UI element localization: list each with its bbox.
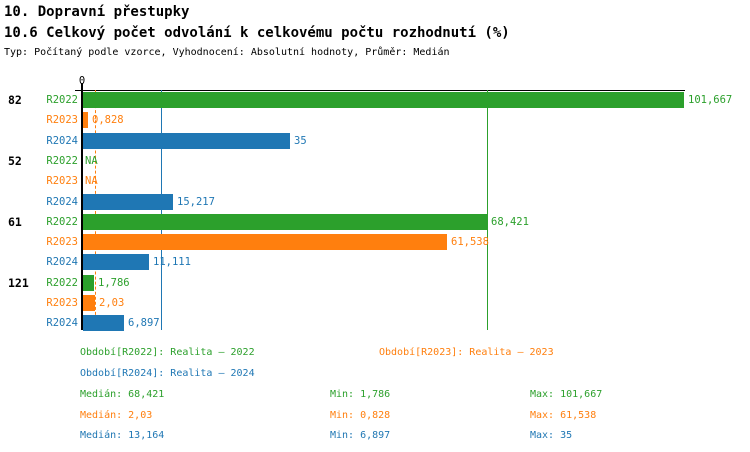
report-title: 10. Dopravní přestupky — [4, 4, 190, 20]
bar-value-label: 2,03 — [99, 297, 125, 309]
report-subtitle: 10.6 Celkový počet odvolání k celkovému … — [4, 25, 510, 41]
bar-r2024-group-52 — [83, 194, 173, 210]
bar-r2024-group-82 — [83, 133, 290, 149]
bar-r2022-group-61 — [83, 214, 487, 230]
bar-value-label: 11,111 — [153, 256, 191, 268]
row-label-r2023: R2023 — [46, 297, 78, 309]
x-axis-line — [75, 90, 685, 91]
median-line-r2023 — [95, 90, 96, 330]
stat-min-r2022: Min: 1,786 — [330, 389, 391, 400]
bar-value-label: 0,828 — [92, 114, 124, 126]
stat-min-r2023: Min: 0,828 — [330, 410, 391, 421]
row-label-r2024: R2024 — [46, 196, 78, 208]
legend-item-r2022: Období[R2022]: Realita – 2022 — [80, 347, 255, 358]
bar-r2023-group-82 — [83, 112, 88, 128]
row-label-r2022: R2022 — [46, 216, 78, 228]
x-axis-zero-label: 0 — [78, 75, 86, 87]
bar-value-label: 101,667 — [688, 94, 733, 106]
median-line-r2024 — [161, 90, 162, 330]
bar-value-label: 35 — [294, 135, 307, 147]
row-label-r2023: R2023 — [46, 236, 78, 248]
row-label-r2022: R2022 — [46, 277, 78, 289]
row-label-r2022: R2022 — [46, 94, 78, 106]
stat-max-r2024: Max: 35 — [530, 430, 573, 441]
bar-value-label: 68,421 — [491, 216, 529, 228]
bar-r2023-group-61 — [83, 234, 447, 250]
na-label: NA — [85, 155, 98, 167]
bar-value-label: 1,786 — [98, 277, 130, 289]
legend-item-r2024: Období[R2024]: Realita – 2024 — [80, 368, 255, 379]
y-axis-line — [81, 83, 83, 330]
stat-max-r2023: Max: 61,538 — [530, 410, 597, 421]
bar-r2022-group-82 — [83, 92, 684, 108]
stat-median-r2023: Medián: 2,03 — [80, 410, 153, 421]
stat-median-r2024: Medián: 13,164 — [80, 430, 165, 441]
row-label-r2024: R2024 — [46, 135, 78, 147]
bar-chart: 0 82 R2022 101,667 R2023 0,828 R2024 35 52 R2022… — [8, 75, 733, 331]
stat-median-r2022: Medián: 68,421 — [80, 389, 165, 400]
bar-value-label: 15,217 — [177, 196, 215, 208]
bar-value-label: 61,538 — [451, 236, 489, 248]
group-label: 52 — [8, 154, 22, 168]
row-label-r2023: R2023 — [46, 175, 78, 187]
bar-value-label: 6,897 — [128, 317, 160, 329]
group-label: 61 — [8, 215, 22, 229]
bar-r2024-group-61 — [83, 254, 149, 270]
report-meta: Typ: Počítaný podle vzorce, Vyhodnocení:… — [4, 47, 450, 58]
bar-r2024-group-121 — [83, 315, 124, 331]
na-label: NA — [85, 175, 98, 187]
bar-r2022-group-121 — [83, 275, 94, 291]
group-label: 82 — [8, 93, 22, 107]
legend-item-r2023: Období[R2023]: Realita – 2023 — [379, 347, 554, 358]
bar-r2023-group-121 — [83, 295, 95, 311]
row-label-r2024: R2024 — [46, 256, 78, 268]
median-line-r2022 — [487, 90, 488, 330]
row-label-r2023: R2023 — [46, 114, 78, 126]
group-label: 121 — [8, 276, 29, 290]
row-label-r2024: R2024 — [46, 317, 78, 329]
row-label-r2022: R2022 — [46, 155, 78, 167]
stat-min-r2024: Min: 6,897 — [330, 430, 391, 441]
stat-max-r2022: Max: 101,667 — [530, 389, 603, 400]
